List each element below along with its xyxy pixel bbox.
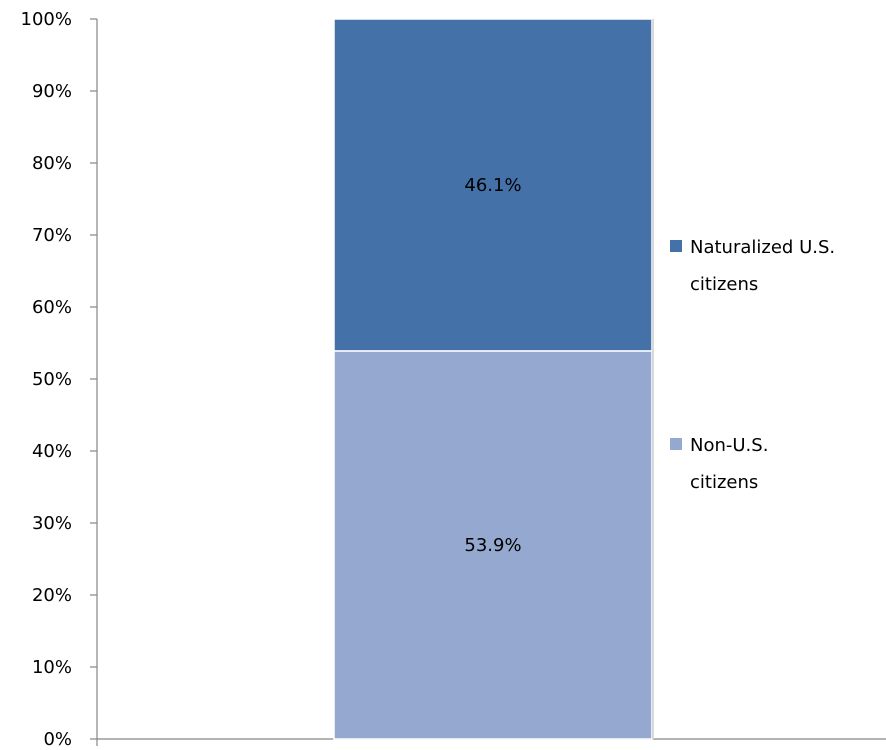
legend-item-non-u-s-citizens: Non-U.S. citizens (670, 435, 768, 493)
bar-stack (333, 18, 654, 740)
legend: Naturalized U.S. citizens Non-U.S. citizens (670, 237, 835, 493)
y-axis: 0% 10% 20% 30% 40% 50% 60% 70% 80% 90% 100% (21, 9, 98, 750)
data-label-non-u-s-citizens: 53.9% (464, 535, 521, 556)
y-tick-label: 20% (32, 585, 72, 606)
x-axis (96, 738, 886, 746)
bar-segment-non-u-s-citizens (333, 350, 653, 740)
legend-label: Naturalized U.S. (690, 237, 835, 258)
legend-item-naturalized-u-s-citizens: Naturalized U.S. citizens (670, 237, 835, 295)
data-labels: 53.9% 46.1% (464, 175, 521, 556)
legend-swatch (670, 240, 682, 252)
y-tick-label: 60% (32, 297, 72, 318)
legend-label: citizens (690, 472, 758, 493)
y-tick-label: 70% (32, 225, 72, 246)
y-tick-label: 100% (21, 9, 72, 30)
y-tick-label: 0% (43, 729, 72, 750)
y-tick-label: 90% (32, 81, 72, 102)
data-label-naturalized-u-s-citizens: 46.1% (464, 175, 521, 196)
y-tick-label: 10% (32, 657, 72, 678)
y-tick-label: 30% (32, 513, 72, 534)
y-tick-label: 80% (32, 153, 72, 174)
legend-label: citizens (690, 274, 758, 295)
y-tick-label: 50% (32, 369, 72, 390)
y-tick-label: 40% (32, 441, 72, 462)
legend-swatch (670, 438, 682, 450)
legend-label: Non-U.S. (690, 435, 768, 456)
